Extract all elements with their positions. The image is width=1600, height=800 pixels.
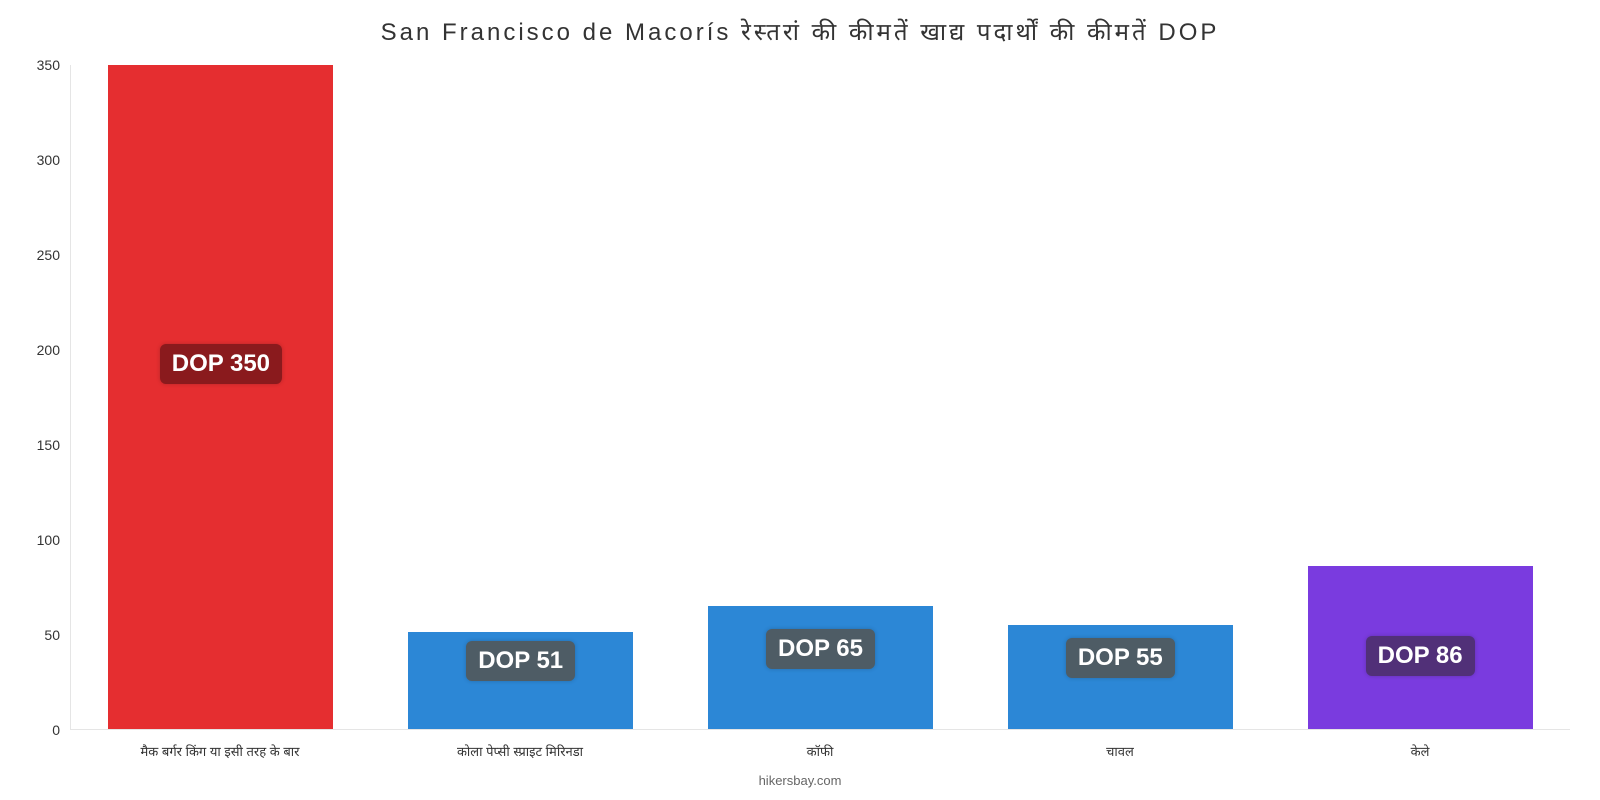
x-category-label: चावल	[970, 742, 1270, 760]
y-tick-label: 0	[52, 722, 60, 738]
y-tick-label: 300	[37, 152, 60, 168]
plot-area: DOP 350DOP 51DOP 65DOP 55DOP 86 05010015…	[70, 65, 1570, 730]
bar: DOP 86	[1308, 566, 1533, 729]
bars-area: DOP 350 DOP 51 DOP 65 DOP 55 DOP 86	[70, 65, 1570, 730]
bar-slot: DOP 55	[970, 65, 1270, 729]
bar-slot: DOP 86	[1270, 65, 1570, 729]
x-axis-labels: मैक बर्गर किंग या इसी तरह के बारकोला पेप…	[70, 742, 1570, 760]
bar: DOP 51	[408, 632, 633, 729]
x-category-label: मैक बर्गर किंग या इसी तरह के बार	[70, 742, 370, 760]
chart-title: San Francisco de Macorís रेस्तरां की कीम…	[0, 0, 1600, 48]
bar: DOP 65	[708, 606, 933, 729]
y-tick-label: 100	[37, 532, 60, 548]
bar-slot: DOP 65	[671, 65, 971, 729]
y-tick-label: 50	[44, 627, 60, 643]
source-footer: hikersbay.com	[0, 773, 1600, 788]
bar: DOP 55	[1008, 625, 1233, 729]
value-badge: DOP 86	[1366, 636, 1475, 676]
y-tick-label: 250	[37, 247, 60, 263]
x-category-label: केले	[1270, 742, 1570, 760]
value-badge: DOP 55	[1066, 638, 1175, 678]
value-badge: DOP 51	[466, 641, 575, 681]
bar-slot: DOP 51	[371, 65, 671, 729]
y-tick-label: 350	[37, 57, 60, 73]
value-badge: DOP 350	[160, 344, 282, 384]
bar-slot: DOP 350	[71, 65, 371, 729]
price-chart: San Francisco de Macorís रेस्तरां की कीम…	[0, 0, 1600, 800]
x-category-label: कोला पेप्सी स्प्राइट मिरिनडा	[370, 742, 670, 760]
bar: DOP 350	[108, 65, 333, 729]
y-tick-label: 200	[37, 342, 60, 358]
value-badge: DOP 65	[766, 629, 875, 669]
x-category-label: कॉफी	[670, 742, 970, 760]
y-tick-label: 150	[37, 437, 60, 453]
